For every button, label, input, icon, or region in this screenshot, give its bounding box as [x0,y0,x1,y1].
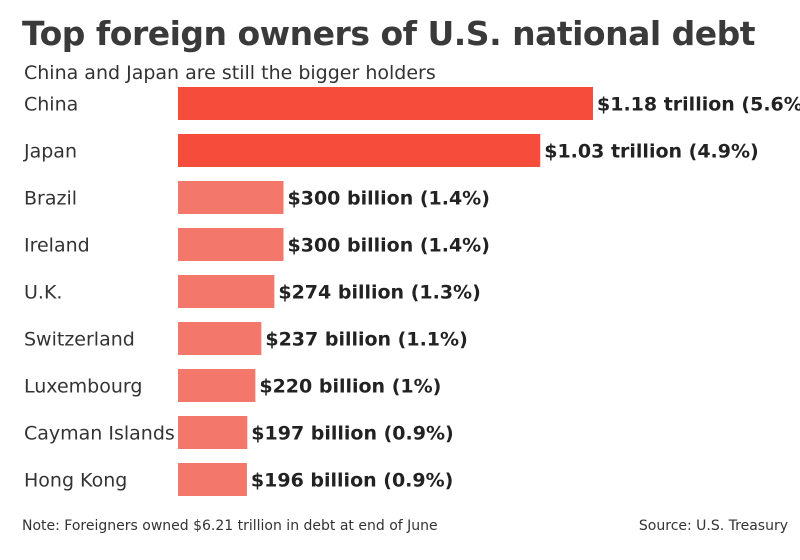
bar-china [178,87,593,120]
value-label: $274 billion (1.3%) [278,282,480,304]
bar-brazil [178,181,284,214]
value-label: $300 billion (1.4%) [288,188,490,210]
bar-u-k [178,275,275,308]
bar-chart: China $1.18 trillion (5.6%) Japan $1.03 tri… [23,87,800,496]
bar-cayman-islands [178,416,248,449]
category-label: Japan [23,141,77,163]
chart-title: Top foreign owners of U.S. national debt [22,14,756,53]
value-label: $197 billion (0.9%) [251,423,453,445]
chart-subtitle: China and Japan are still the bigger hol… [24,62,436,84]
category-label: U.K. [24,282,62,304]
bar-ireland [178,228,284,261]
category-label: Switzerland [24,329,135,351]
category-label: Brazil [24,188,77,210]
category-label: Luxembourg [24,376,142,398]
footnote: Note: Foreigners owned $6.21 trillion in… [22,518,438,534]
value-label: $237 billion (1.1%) [265,329,467,351]
category-label: Hong Kong [24,470,127,492]
bar-switzerland [178,322,262,355]
category-label: Cayman Islands [24,423,175,445]
value-label: $300 billion (1.4%) [288,235,490,257]
category-label: China [24,94,78,116]
value-label: $1.03 trillion (4.9%) [544,141,758,163]
category-label: Ireland [24,235,90,257]
bar-luxembourg [178,369,256,402]
value-label: $220 billion (1%) [259,376,441,398]
bar-japan [178,134,541,167]
source-credit: Source: U.S. Treasury [638,518,788,534]
value-label: $1.18 trillion (5.6%) [597,94,800,116]
value-label: $196 billion (0.9%) [251,470,453,492]
bar-hong-kong [178,463,247,496]
